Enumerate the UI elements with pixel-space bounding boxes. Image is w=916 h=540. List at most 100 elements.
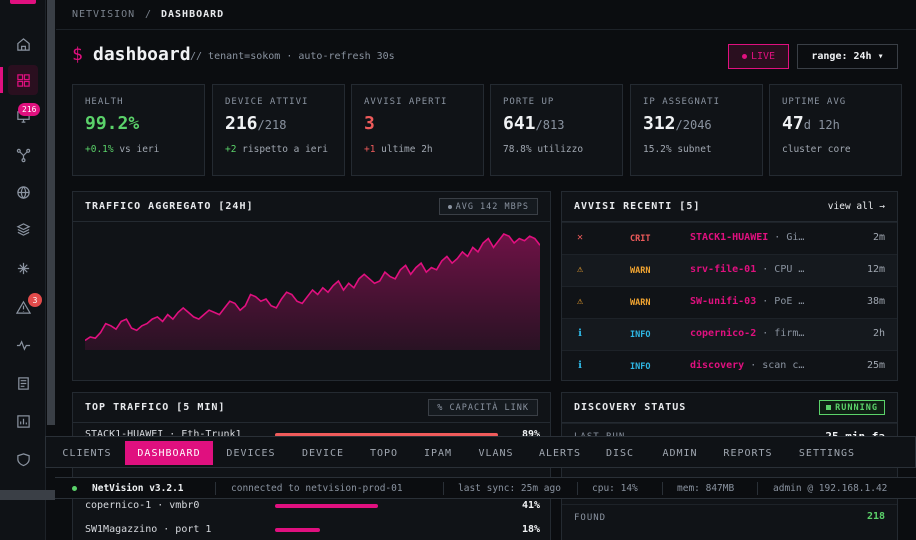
tab-alerts[interactable]: ALERTS [538, 447, 582, 459]
stat-note: 15.2% subnet [643, 144, 712, 155]
view-all-link[interactable]: view all → [827, 201, 885, 212]
alert-level: WARN [630, 298, 651, 308]
reports-icon[interactable] [8, 368, 38, 398]
stat-value: 99.2% [85, 113, 139, 134]
range-select[interactable]: range: 24h ▾ [797, 44, 898, 69]
divider [443, 482, 444, 495]
live-label: LIVE [750, 51, 776, 62]
info-icon: ℹ [578, 360, 582, 371]
main-content: NETVISION / DASHBOARD $ dashboard // ten… [56, 0, 916, 540]
discovery-icon[interactable] [8, 253, 38, 283]
status-badge: RUNNING [819, 400, 885, 415]
stat-card-ip[interactable]: IP ASSEGNATI 312/2046 15.2% subnet [630, 84, 763, 176]
top-traffic-row[interactable]: STACK1-HUAWEI · Eth-Trunk1 89% [85, 429, 540, 449]
connection-status: connected to netvision-prod-01 [231, 483, 403, 494]
stat-label: IP ASSEGNATI [643, 97, 721, 107]
alert-level: INFO [630, 330, 651, 340]
sidebar-footer [0, 490, 55, 500]
alert-source: SW-unifi-03 · PoE … [690, 296, 804, 307]
panel-header: AVVISI RECENTI [5] view all → [562, 192, 897, 222]
panel-header: TOP TRAFFICO [5 MIN] % CAPACITÀ LINK [73, 393, 550, 423]
tab-dashboard[interactable]: DASHBOARD [125, 441, 213, 465]
live-button[interactable]: LIVE [728, 44, 789, 69]
layers-icon[interactable] [8, 214, 38, 244]
tab-devices[interactable]: DEVICES [226, 447, 276, 459]
tab-settings[interactable]: SETTINGS [798, 447, 856, 459]
alerts-badge: 3 [28, 293, 42, 307]
capacity-bar-track [275, 504, 525, 508]
tab-ipam[interactable]: IPAM [423, 447, 453, 459]
stat-value: 47d 12h [782, 113, 840, 134]
chart-icon[interactable] [8, 406, 38, 436]
alert-source: discovery · scan c… [690, 360, 804, 371]
stat-suffix: d 12h [803, 118, 840, 132]
stat-suffix: /218 [257, 118, 287, 132]
stat-delta: +2 [225, 144, 237, 155]
capacity-bar [275, 528, 320, 532]
stat-label: DEVICE ATTIVI [225, 97, 309, 107]
stat-note: cluster core [782, 144, 851, 155]
app-version: NetVision v3.2.1 [92, 483, 184, 494]
breadcrumb-separator: / [145, 9, 153, 20]
info-icon: ℹ [578, 328, 582, 339]
capacity-bar [275, 433, 498, 437]
breadcrumb-root[interactable]: NETVISION [72, 9, 136, 20]
alert-icon[interactable] [8, 292, 38, 322]
stat-suffix: /813 [535, 118, 565, 132]
shield-icon[interactable] [8, 444, 38, 474]
close-icon: ✕ [576, 232, 584, 243]
stat-label: UPTIME AVG [782, 97, 847, 107]
alert-level: CRIT [630, 234, 651, 244]
stat-card-uptime[interactable]: UPTIME AVG 47d 12h cluster core [769, 84, 902, 176]
devices-badge: 216 [18, 103, 41, 116]
capacity-label: % CAPACITÀ LINK [437, 402, 529, 413]
alert-row[interactable]: ⚠ WARN srv-file-01 · CPU … 12m [562, 254, 897, 286]
stat-card-health[interactable]: HEALTH 99.2% +0.1% vs ieri [72, 84, 205, 176]
alert-source: copernico-2 · firm… [690, 328, 804, 339]
cpu-usage: cpu: 14% [592, 483, 638, 494]
top-traffic-row[interactable]: SW1Magazzino · port 1 18% [85, 524, 540, 540]
interface-name: copernico-1 · vmbr0 [85, 500, 200, 511]
alert-row[interactable]: ℹ INFO copernico-2 · firm… 2h [562, 318, 897, 350]
stat-delta: +0.1% [85, 144, 114, 155]
stat-card-ports[interactable]: PORTE UP 641/813 78.8% utilizzo [490, 84, 623, 176]
alert-row[interactable]: ℹ INFO discovery · scan c… 25m [562, 350, 897, 382]
alert-source-name: SW-unifi-03 [690, 296, 757, 307]
top-traffic-row[interactable]: copernico-1 · vmbr0 41% [85, 500, 540, 520]
stat-card-devices[interactable]: DEVICE ATTIVI 216/218 +2 rispetto a ieri [212, 84, 345, 176]
tab-vlans[interactable]: VLANS [478, 447, 514, 459]
stat-note: 78.8% utilizzo [503, 144, 584, 155]
tab-reports[interactable]: REPORTS [723, 447, 773, 459]
globe-icon[interactable] [8, 177, 38, 207]
stat-card-alerts[interactable]: AVVISI APERTI 3 +1 ultime 2h [351, 84, 484, 176]
tab-device[interactable]: DEVICE [301, 447, 345, 459]
stat-number: 641 [503, 113, 536, 134]
tab-admin[interactable]: ADMIN [662, 447, 698, 459]
alert-row[interactable]: ✕ CRIT STACK1-HUAWEI · Gi… 2m [562, 222, 897, 254]
capacity-percent: 89% [521, 429, 540, 440]
topology-icon[interactable] [8, 140, 38, 170]
stat-number: 312 [643, 113, 676, 134]
stat-value: 216/218 [225, 113, 286, 134]
alert-source: STACK1-HUAWEI · Gi… [690, 232, 804, 243]
tab-disc[interactable]: DISC [605, 447, 635, 459]
stat-label: HEALTH [85, 97, 124, 107]
sidebar-scrollbar[interactable] [47, 0, 55, 425]
alert-row[interactable]: ⚠ WARN SW-unifi-03 · PoE … 38m [562, 286, 897, 318]
alert-source-name: discovery [690, 360, 745, 371]
logo [10, 0, 36, 4]
tab-clients[interactable]: CLIENTS [62, 447, 112, 459]
divider [215, 482, 216, 495]
alerts-panel: AVVISI RECENTI [5] view all → ✕ CRIT STA… [561, 191, 898, 381]
stat-value: 641/813 [503, 113, 564, 134]
breadcrumb-current: DASHBOARD [161, 9, 225, 20]
alert-time: 2m [872, 232, 885, 243]
interface-name: SW1Magazzino · port 1 [85, 524, 212, 535]
home-icon[interactable] [8, 29, 38, 59]
activity-icon[interactable] [8, 330, 38, 360]
tab-topo[interactable]: TOPO [369, 447, 399, 459]
capacity-badge: % CAPACITÀ LINK [428, 399, 538, 416]
dashboard-icon[interactable] [0, 65, 38, 95]
page-subtitle: // tenant=sokom · auto-refresh 30s [190, 51, 395, 62]
